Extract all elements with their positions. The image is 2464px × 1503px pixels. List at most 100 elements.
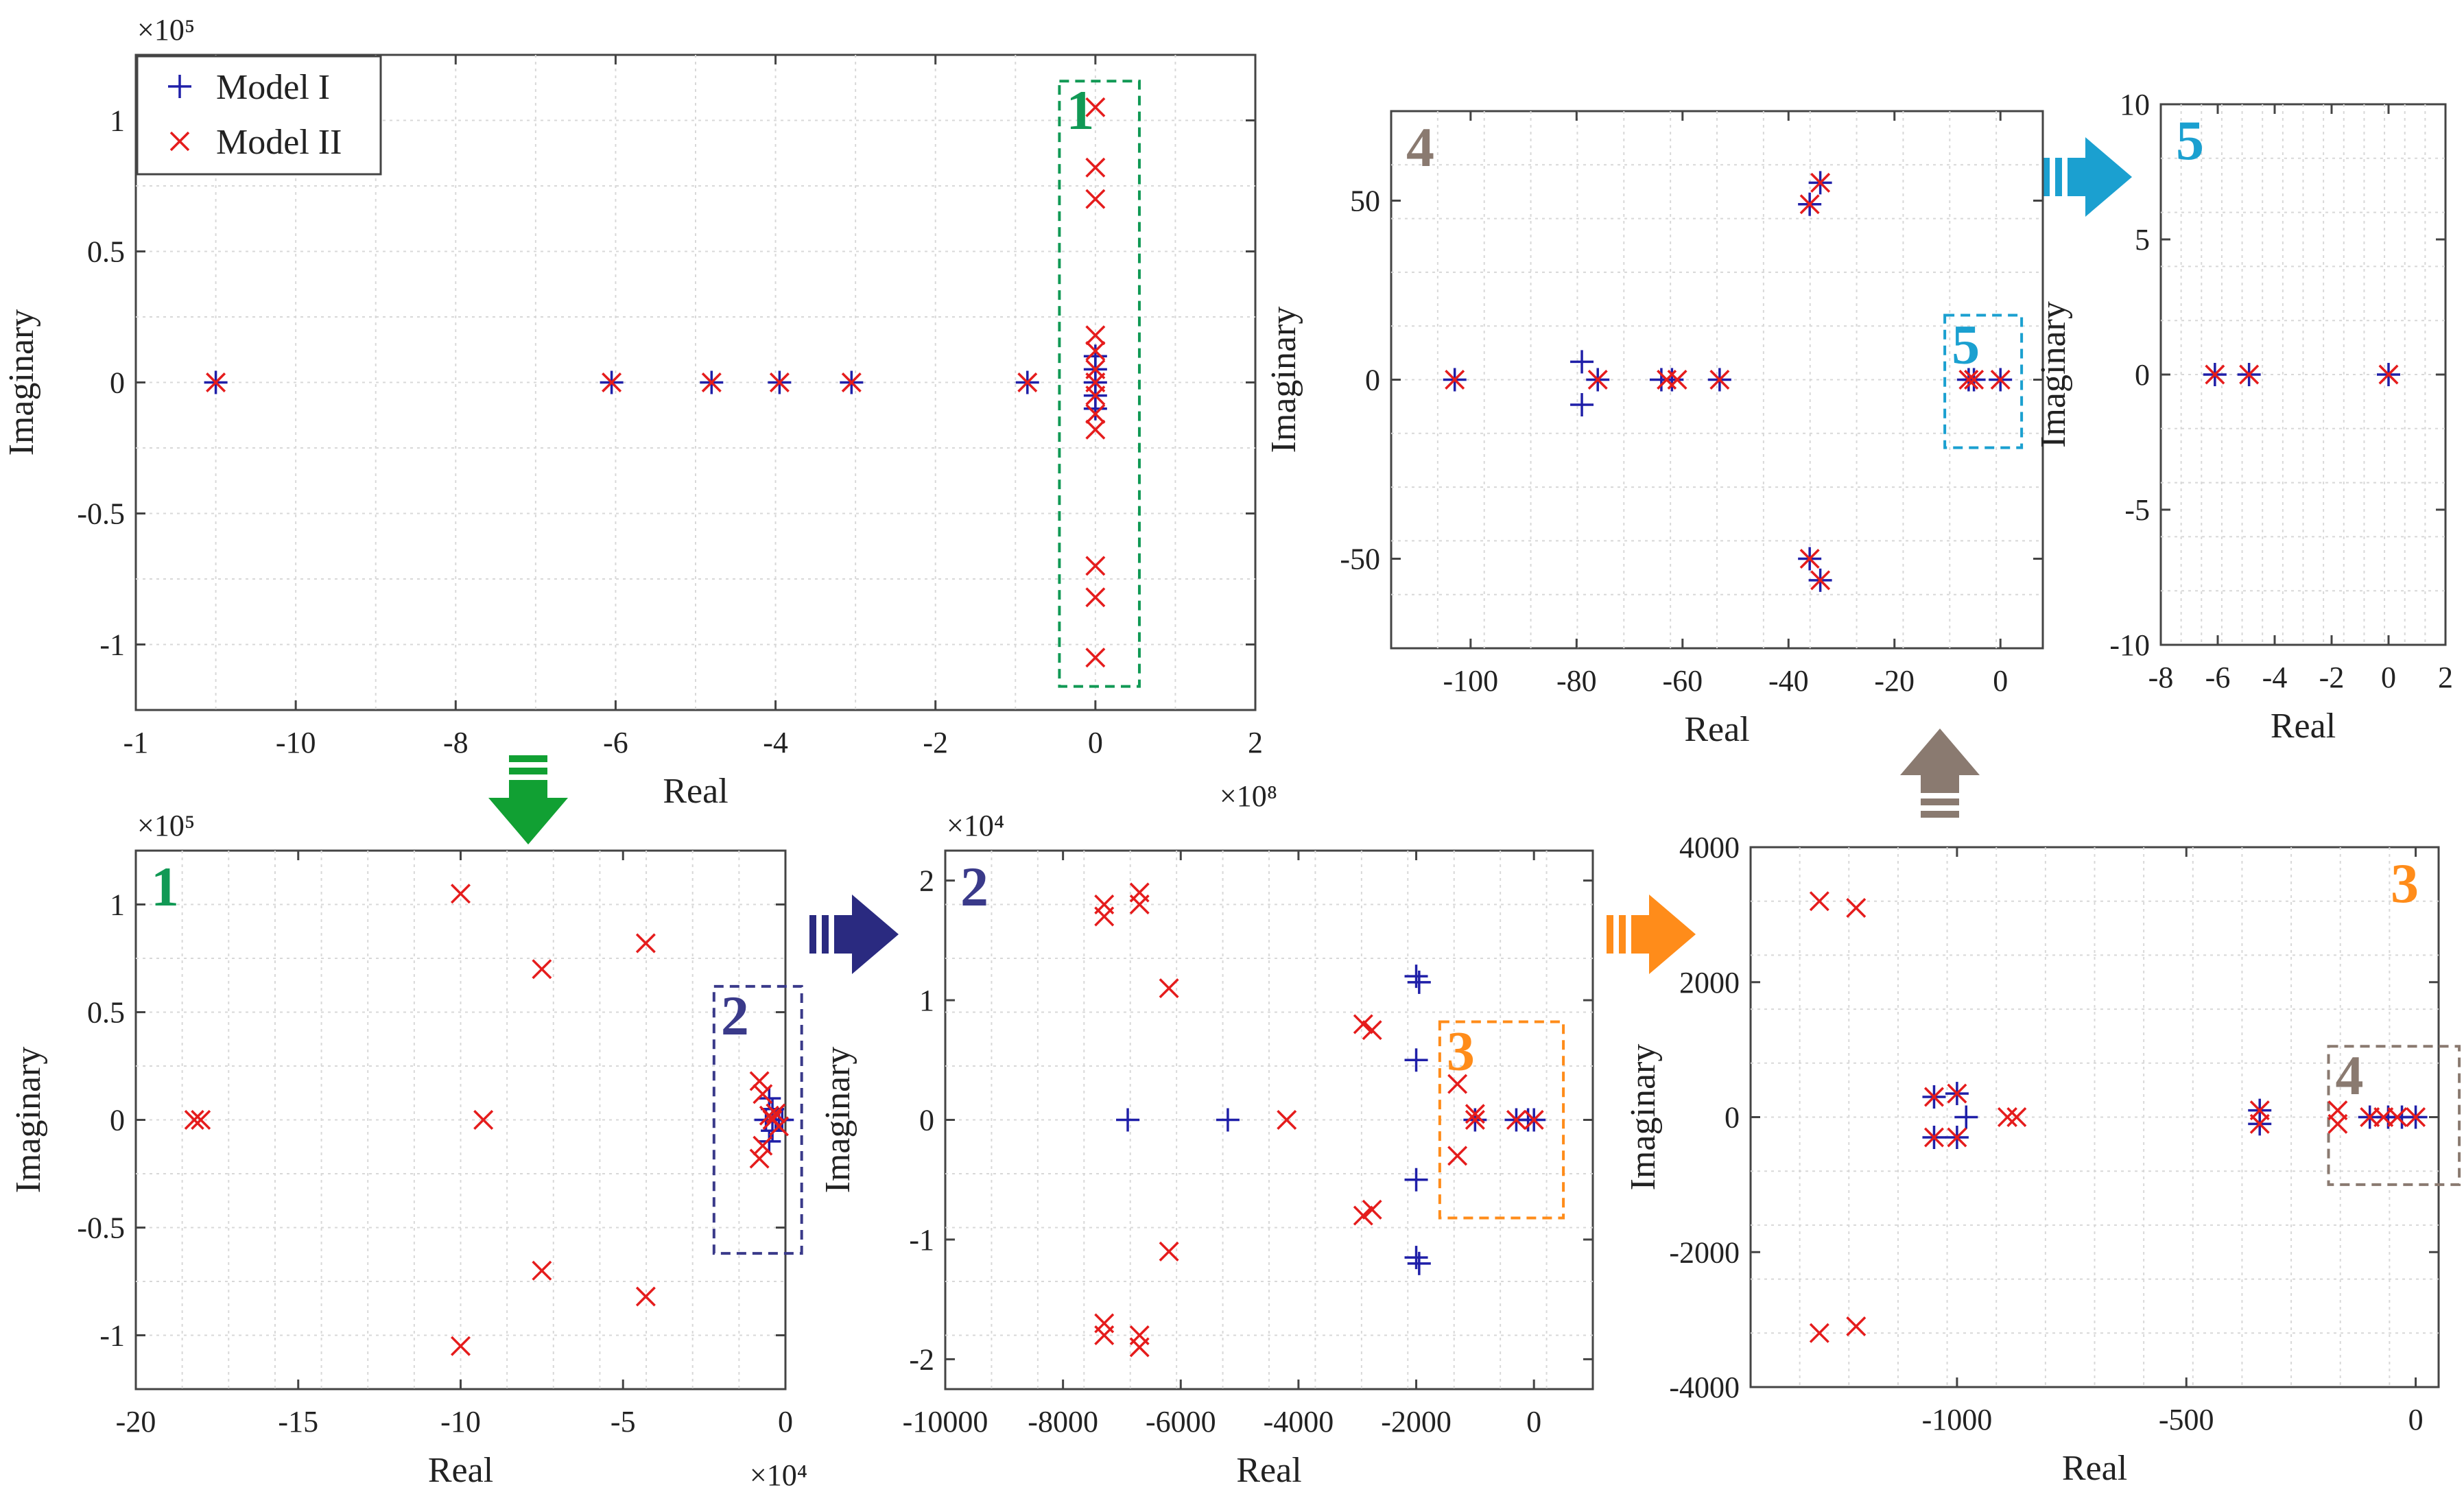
model-2-point <box>1465 1104 1485 1124</box>
panel-p2: -10000 -8000 -6000 -4000 -2000 0 2 1 0 -1 -2 ×10⁴ Re… <box>818 809 1594 1490</box>
x-tick-label: -4 <box>2262 661 2288 694</box>
panel-p5: -8 -6 -4 -2 0 2 10 5 0 -5 -10 Real Imaginary 5 <box>2034 88 2453 746</box>
y-axis-label: Imaginary <box>1264 307 1303 453</box>
model-1-point <box>1570 350 1594 374</box>
x-tick-label: 2 <box>1248 726 1263 759</box>
series-model-2 <box>184 884 790 1356</box>
y-tick-label: -5 <box>2124 493 2150 527</box>
y-tick-label: -4000 <box>1669 1371 1740 1404</box>
zoom-region-box <box>2327 1045 2461 1186</box>
series-model-2 <box>2205 364 2399 385</box>
model-1-point <box>1660 368 1684 392</box>
y-tick-label: -1 <box>909 1223 934 1257</box>
panel-p4: -100 -80 -60 -40 -20 0 50 0 -50 Real Imaginary 5 4 <box>1264 110 2044 749</box>
model-2-point <box>2387 1107 2408 1127</box>
model-2-point <box>1964 370 1985 390</box>
x-tick-label: -10000 <box>903 1405 988 1439</box>
x-tick-label: -10 <box>440 1405 481 1439</box>
series-model-2 <box>1094 882 1544 1358</box>
zoom-region-label: 3 <box>1447 1019 1475 1082</box>
model-2-point <box>701 372 722 392</box>
arrow-3-to-4 <box>1900 729 1980 818</box>
zoom-region-label: 2 <box>721 984 749 1047</box>
y-axis-label: Imaginary <box>1624 1044 1663 1191</box>
y-tick-label: 0 <box>110 366 125 400</box>
legend-marker <box>168 75 191 98</box>
zoom-region-box <box>1058 80 1141 688</box>
model-2-point <box>1846 1316 1867 1336</box>
zoom-region-label: 1 <box>1066 79 1094 141</box>
model-2-point <box>1809 1323 1829 1343</box>
model-2-point <box>1810 172 1831 193</box>
model-1-point <box>1116 1108 1140 1132</box>
model-2-point <box>1129 1325 1150 1345</box>
model-2-point <box>2378 364 2399 385</box>
x-tick-label: -2000 <box>1381 1405 1452 1439</box>
grid <box>1751 847 2439 1387</box>
x-exponent-label: ×10⁸ <box>1220 779 1277 813</box>
y-tick-label: -50 <box>1340 543 1380 576</box>
model-2-point <box>1277 1110 1297 1130</box>
x-axis-label: Real <box>663 772 728 811</box>
model-2-point <box>2239 364 2260 385</box>
model-2-point <box>766 1103 786 1124</box>
model-2-point <box>1129 895 1150 914</box>
model-1-point <box>1404 1246 1428 1270</box>
model-2-point <box>1799 549 1820 569</box>
zoom-region-label: 4 <box>2336 1044 2364 1106</box>
y-axis-label: Imaginary <box>2 309 41 456</box>
model-1-point <box>757 1129 781 1153</box>
model-2-point <box>753 1084 773 1104</box>
y-tick-label: -1 <box>99 628 125 662</box>
y-tick-label: 0 <box>1365 364 1380 397</box>
x-tick-label: -40 <box>1768 664 1809 698</box>
y-tick-label: -0.5 <box>77 1211 125 1245</box>
zoom-region-box <box>712 984 803 1255</box>
model-2-point <box>1947 1127 1967 1148</box>
legend-box <box>136 55 382 176</box>
model-2-point <box>1667 370 1687 390</box>
model-2-point <box>1017 372 1038 392</box>
legend-label: Model II <box>216 123 342 162</box>
grid <box>1391 111 2043 648</box>
model-1-point <box>1404 1048 1428 1072</box>
grid <box>136 851 785 1389</box>
series-model-1 <box>1116 964 1546 1275</box>
y-exponent-label: ×10⁴ <box>947 809 1004 842</box>
model-2-point <box>2205 364 2225 385</box>
y-tick-label: 0 <box>2135 358 2150 392</box>
model-2-point <box>1085 386 1106 406</box>
series-model-2 <box>1809 891 2426 1343</box>
model-2-point <box>749 1071 770 1091</box>
model-2-point <box>759 1105 779 1126</box>
x-tick-label: 0 <box>2408 1403 2424 1436</box>
x-tick-label: -1 <box>123 726 149 759</box>
y-tick-label: 4000 <box>1679 831 1740 864</box>
model-2-point <box>1447 1074 1468 1094</box>
x-tick-label: 0 <box>1993 664 2008 698</box>
model-2-point <box>1958 370 1979 390</box>
y-axis-label: Imaginary <box>818 1047 857 1194</box>
x-tick-label: -8000 <box>1028 1405 1098 1439</box>
model-2-point <box>532 959 552 980</box>
zoom-arrows <box>488 137 2132 974</box>
x-tick-label: -15 <box>278 1405 318 1439</box>
x-tick-label: -80 <box>1556 664 1597 698</box>
model-2-point <box>749 1148 770 1169</box>
model-2-point <box>1524 1110 1544 1130</box>
y-tick-label: -2 <box>909 1342 934 1376</box>
series-model-2 <box>1445 172 2011 591</box>
arrow-4-to-5 <box>2043 137 2132 217</box>
x-tick-label: 2 <box>2438 661 2453 694</box>
x-axis-label: Real <box>1684 710 1749 749</box>
model-1-point <box>1404 1168 1428 1192</box>
model-1-point <box>1404 964 1428 989</box>
x-tick-label: -5 <box>611 1405 636 1439</box>
x-tick-label: -4 <box>763 726 788 759</box>
x-axis-label: Real <box>2271 707 2336 746</box>
x-axis-label: Real <box>428 1451 493 1490</box>
model-2-point <box>753 1135 773 1156</box>
model-2-point <box>1362 1199 1382 1220</box>
y-tick-label: -2000 <box>1669 1235 1740 1269</box>
